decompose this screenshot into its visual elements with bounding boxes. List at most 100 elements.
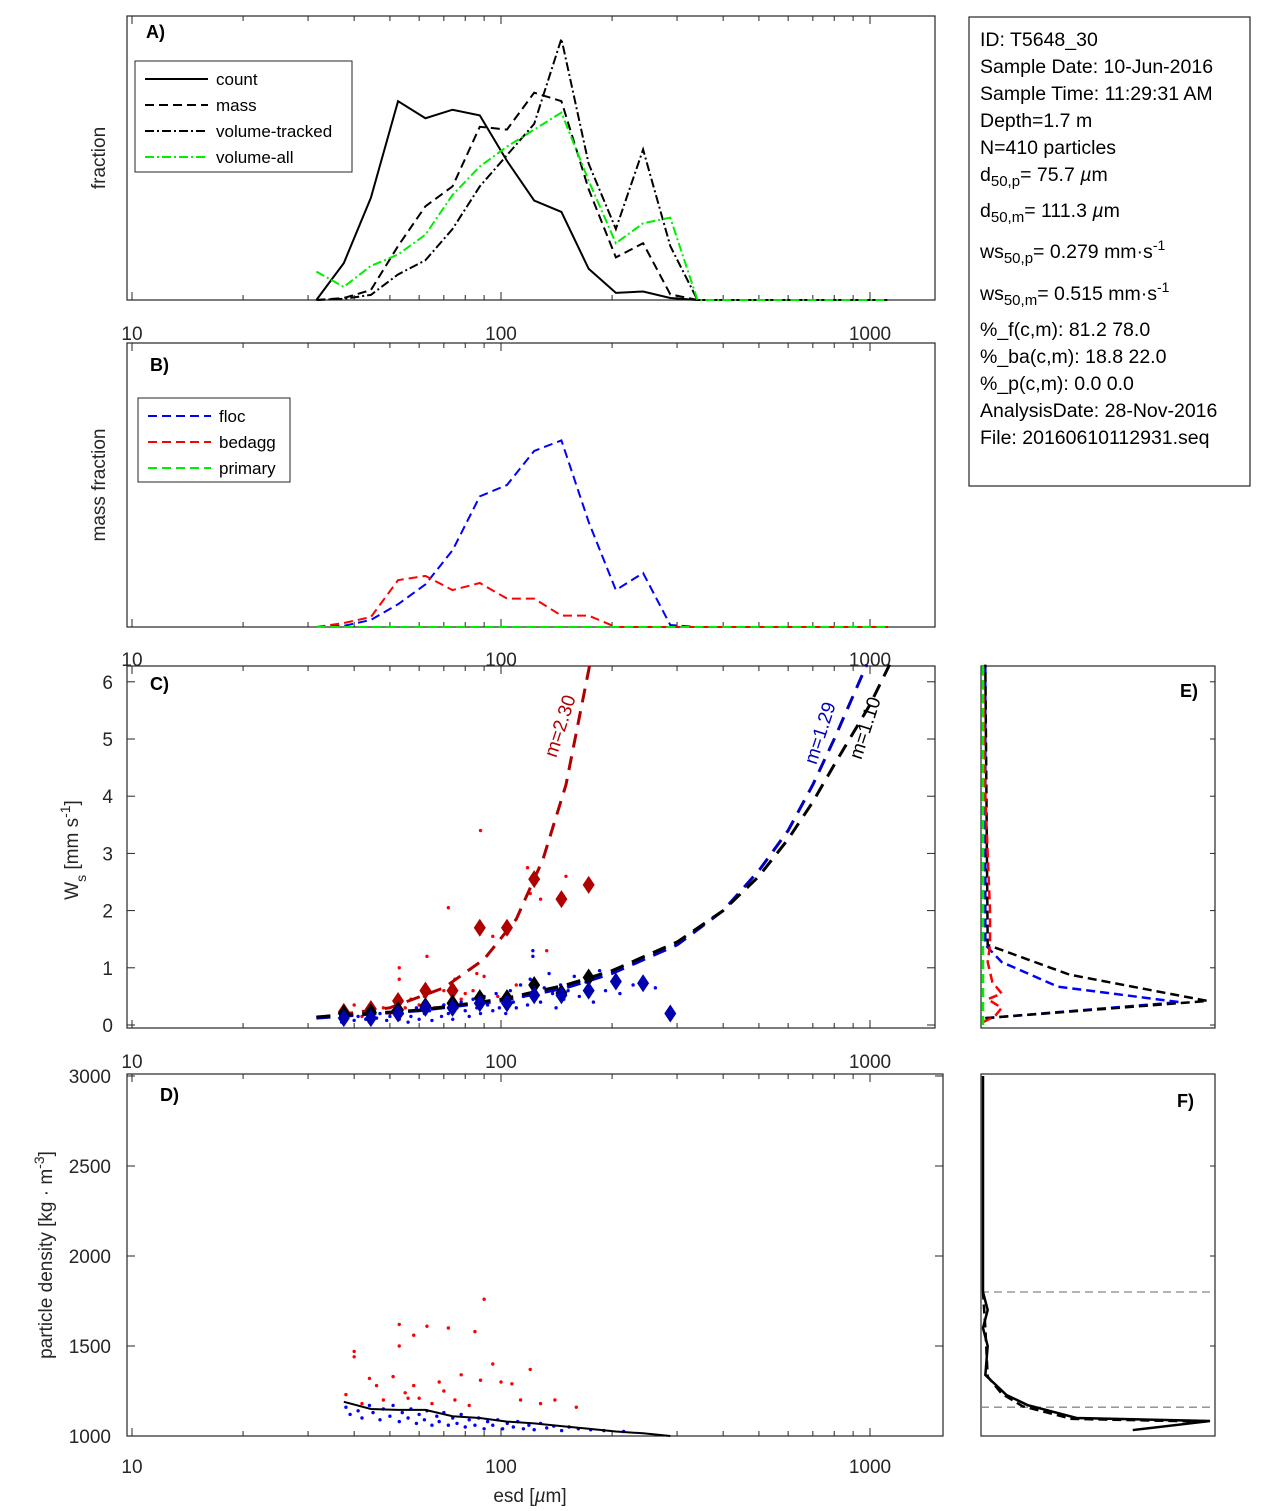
info-text: -1 (1153, 237, 1166, 253)
scatter-point-floc (406, 1416, 410, 1420)
scatter-point-floc (521, 1427, 526, 1431)
scatter-point-bedagg (397, 977, 401, 981)
y-tick-label: 1500 (69, 1337, 111, 1358)
y-tick-label: 1000 (69, 1427, 111, 1448)
scatter-point-floc (514, 1006, 518, 1010)
scatter-point-floc (504, 1011, 508, 1016)
panel-label: E) (1180, 681, 1198, 701)
axes-box (126, 15, 936, 301)
scatter-point-floc (485, 1419, 490, 1424)
scatter-point-bedagg (425, 954, 429, 959)
scatter-point-bedagg (397, 1322, 401, 1327)
scatter-point-floc (631, 983, 635, 987)
y-tick-label: 3000 (69, 1067, 111, 1088)
mean-diamond-floc (419, 998, 432, 1017)
y-tick-label: 1 (102, 959, 113, 980)
scatter-point-floc (473, 1423, 477, 1427)
scatter-point-floc (618, 991, 622, 996)
panel-label: B) (150, 355, 169, 375)
x-tick-label: 1000 (849, 1457, 891, 1478)
legend: floc bedagg primary (137, 397, 291, 483)
scatter-point-bedagg (482, 974, 486, 979)
scatter-point-bedagg (459, 1373, 463, 1377)
y-axis-label: fraction (89, 127, 110, 189)
fit-curve (316, 664, 592, 1020)
scatter-point-floc (463, 1425, 467, 1429)
scatter-point-bedagg (425, 1324, 429, 1328)
x-tick-label: 10 (121, 1052, 142, 1073)
y-tick-label: 6 (102, 673, 113, 694)
y-axis-label-part: s (73, 875, 89, 882)
scatter-point-floc (360, 1416, 364, 1420)
info-line: d50,m= 111.3 µm (980, 200, 1120, 226)
scatter-point-floc (422, 1418, 427, 1422)
scatter-point-floc (494, 991, 498, 996)
scatter-point-floc (500, 1427, 505, 1431)
info-line: ws50,p= 0.279 mm·s-1 (979, 237, 1165, 267)
fit-label: m=1.10 (846, 695, 886, 762)
y-axis-label-part: W (62, 882, 83, 900)
scatter-point-floc (603, 988, 608, 993)
scatter-point-bedagg (475, 971, 479, 976)
scatter-point-floc (455, 1421, 459, 1426)
scatter-point-floc (378, 1418, 382, 1422)
legend-label: volume-tracked (216, 122, 332, 141)
mean-density-line (343, 1400, 671, 1437)
scatter-point-bedagg (574, 1405, 579, 1409)
scatter-point-bedagg (412, 1333, 416, 1337)
info-text: N=410 particles (980, 137, 1116, 159)
info-text: %_f(c,m): 81.2 78.0 (980, 319, 1150, 341)
scatter-point-floc (446, 1011, 451, 1016)
info-text: m (1104, 200, 1120, 222)
mean-diamond-floc (555, 986, 568, 1005)
scatter-point-bedagg (467, 1403, 471, 1408)
axes-box (126, 1073, 944, 1437)
scatter-point-bedagg (510, 1382, 514, 1386)
info-text: 50,m (991, 209, 1024, 226)
legend-label: floc (219, 407, 246, 426)
scatter-point-floc (591, 1000, 596, 1004)
y-axis-label-part: [mm s (62, 818, 83, 875)
scatter-point-floc (547, 971, 551, 976)
scatter-point-bedagg (391, 1374, 395, 1379)
scatter-point-floc (527, 1423, 531, 1427)
scatter-point-floc (388, 1414, 392, 1418)
scatter-point-bedagg (545, 948, 549, 953)
y-tick-label: 4 (102, 787, 113, 808)
info-text: = 0.515 mm·s (1037, 283, 1157, 305)
info-text: = 111.3 (1024, 200, 1092, 222)
series-line-volume-tracked (316, 34, 888, 301)
scatter-point-floc (446, 1423, 451, 1427)
scatter-point-floc (388, 1014, 392, 1019)
x-tick-label: 100 (485, 324, 517, 345)
scatter-point-bedagg (564, 874, 568, 878)
mean-diamond-floc (582, 981, 595, 1000)
panel-d: 10 100 1000 D) (121, 1073, 944, 1478)
scatter-point-floc (414, 1006, 419, 1010)
mean-diamond-bedagg (419, 981, 432, 1000)
mean-diamond-floc (337, 1009, 350, 1028)
info-line: Depth=1.7 m (980, 110, 1092, 132)
mean-diamond-bedagg (473, 918, 486, 937)
info-text: m (1092, 164, 1108, 186)
y-axis-label-part: -3 (31, 1156, 47, 1169)
mean-diamond-bedagg (500, 918, 513, 937)
mean-diamond-all (528, 975, 541, 994)
legend-label: mass (216, 96, 257, 115)
legend: count mass volume-tracked volume-all (134, 60, 353, 173)
info-text: 50,p (991, 173, 1020, 190)
scatter-point-bedagg (367, 1376, 372, 1381)
axes-box (980, 1073, 1216, 1437)
info-text: = 75.7 (1020, 164, 1080, 186)
mean-diamond-floc (637, 974, 650, 993)
mean-diamond-bedagg (392, 991, 405, 1010)
info-text: -1 (1157, 279, 1170, 295)
scatter-point-floc (430, 1423, 434, 1427)
info-text: µ (1091, 200, 1103, 222)
axes-box (980, 665, 1216, 1029)
panel-c: 10 100 1000 C) (121, 665, 936, 1073)
scatter-point-bedagg (471, 988, 475, 993)
y-tick-label: 5 (102, 730, 113, 751)
info-line: %_f(c,m): 81.2 78.0 (980, 319, 1150, 341)
